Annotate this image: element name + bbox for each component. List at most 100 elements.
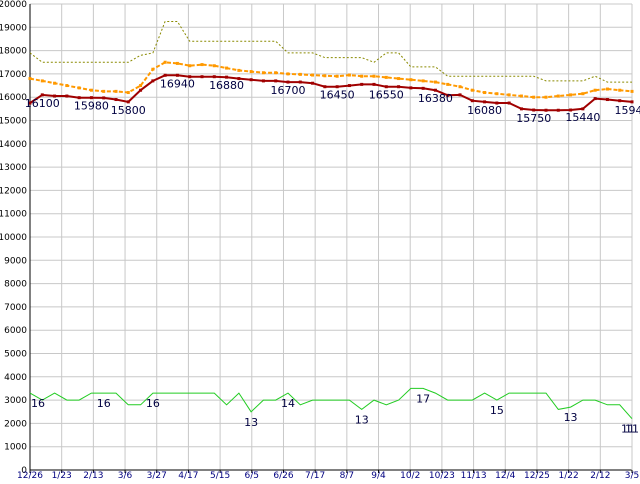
average-point [127,91,130,94]
average-point [336,75,339,78]
volume-data-label: 14 [281,397,295,410]
price-data-label: 16700 [271,84,306,97]
price-point [262,79,265,82]
y-tick-label: 7000 [4,303,27,313]
price-point [557,109,560,112]
average-point [53,82,56,85]
y-tick-label: 15000 [0,117,27,127]
average-point [360,75,363,78]
average-point [274,71,277,74]
y-tick-label: 4000 [4,373,27,383]
average-point [434,81,437,84]
y-tick-label: 1000 [4,443,27,453]
x-tick-label: 1/22 [559,471,579,480]
y-tick-label: 11000 [0,210,27,220]
average-point [311,74,314,77]
average-point [422,79,425,82]
average-point [102,90,105,93]
x-tick-label: 2/12 [590,471,610,480]
price-point [250,78,253,81]
average-point [581,92,584,95]
y-tick-label: 9000 [4,256,27,266]
price-point [274,79,277,82]
price-data-label: 16550 [369,89,404,102]
average-point [508,93,511,96]
price-point [115,98,118,101]
price-point [360,83,363,86]
average-point [373,75,376,78]
price-point [65,95,68,98]
average-point [483,91,486,94]
average-point [164,61,167,64]
y-tick-label: 20000 [0,0,27,10]
price-point [422,87,425,90]
price-data-label: 15750 [516,112,551,125]
price-data-label: 16080 [467,104,502,117]
y-tick-label: 6000 [4,326,27,336]
price-point [471,99,474,102]
volume-data-label: 16 [97,397,111,410]
volume-data-label: 16 [31,397,45,410]
volume-data-label: 15 [490,404,504,417]
average-point [520,95,523,98]
average-point [250,70,253,73]
average-point [545,96,548,99]
x-tick-label: 4/17 [178,471,198,480]
x-tick-label: 8/7 [340,471,354,480]
average-point [213,64,216,67]
price-point [520,107,523,110]
volume-data-label: 13 [244,416,258,429]
average-point [631,90,634,93]
volume-data-label: 11 [621,423,635,436]
price-point [311,82,314,85]
average-point [594,89,597,92]
price-point [213,75,216,78]
price-point [508,102,511,105]
price-data-label: 16100 [25,97,60,110]
price-point [409,86,412,89]
x-tick-label: 12/26 [17,471,43,480]
y-tick-label: 17000 [0,70,27,80]
y-tick-label: 14000 [0,140,27,150]
volume-data-label: 13 [564,411,578,424]
x-tick-label: 6/5 [245,471,259,480]
average-point [557,95,560,98]
y-tick-label: 10000 [0,233,27,243]
y-tick-label: 16000 [0,93,27,103]
price-data-label: 15800 [111,104,146,117]
price-data-label: 15440 [565,111,600,124]
price-point [139,89,142,92]
price-data-label: 16940 [160,77,195,90]
price-data-label: 15940 [615,104,640,117]
average-point [606,88,609,91]
average-point [287,72,290,75]
volume-data-label: 13 [355,413,369,426]
average-point [78,86,81,89]
x-tick-label: 11/13 [461,471,487,480]
average-point [569,93,572,96]
average-point [151,68,154,71]
price-point [618,99,621,102]
average-point [115,90,118,93]
price-data-label: 16880 [209,79,244,92]
average-point [237,69,240,72]
price-data-label: 16450 [320,89,355,102]
x-tick-label: 12/25 [524,471,550,480]
average-point [385,76,388,79]
price-point [348,84,351,87]
average-point [532,96,535,99]
average-point [176,62,179,65]
x-tick-label: 6/26 [273,471,293,480]
average-point [29,77,32,80]
price-data-label: 16380 [418,92,453,105]
x-tick-label: 1/23 [52,471,72,480]
average-point [323,74,326,77]
y-tick-label: 19000 [0,23,27,33]
price-point [373,83,376,86]
y-tick-label: 18000 [0,47,27,57]
price-data-label: 15980 [74,100,109,113]
average-point [225,67,228,70]
average-point [348,74,351,77]
